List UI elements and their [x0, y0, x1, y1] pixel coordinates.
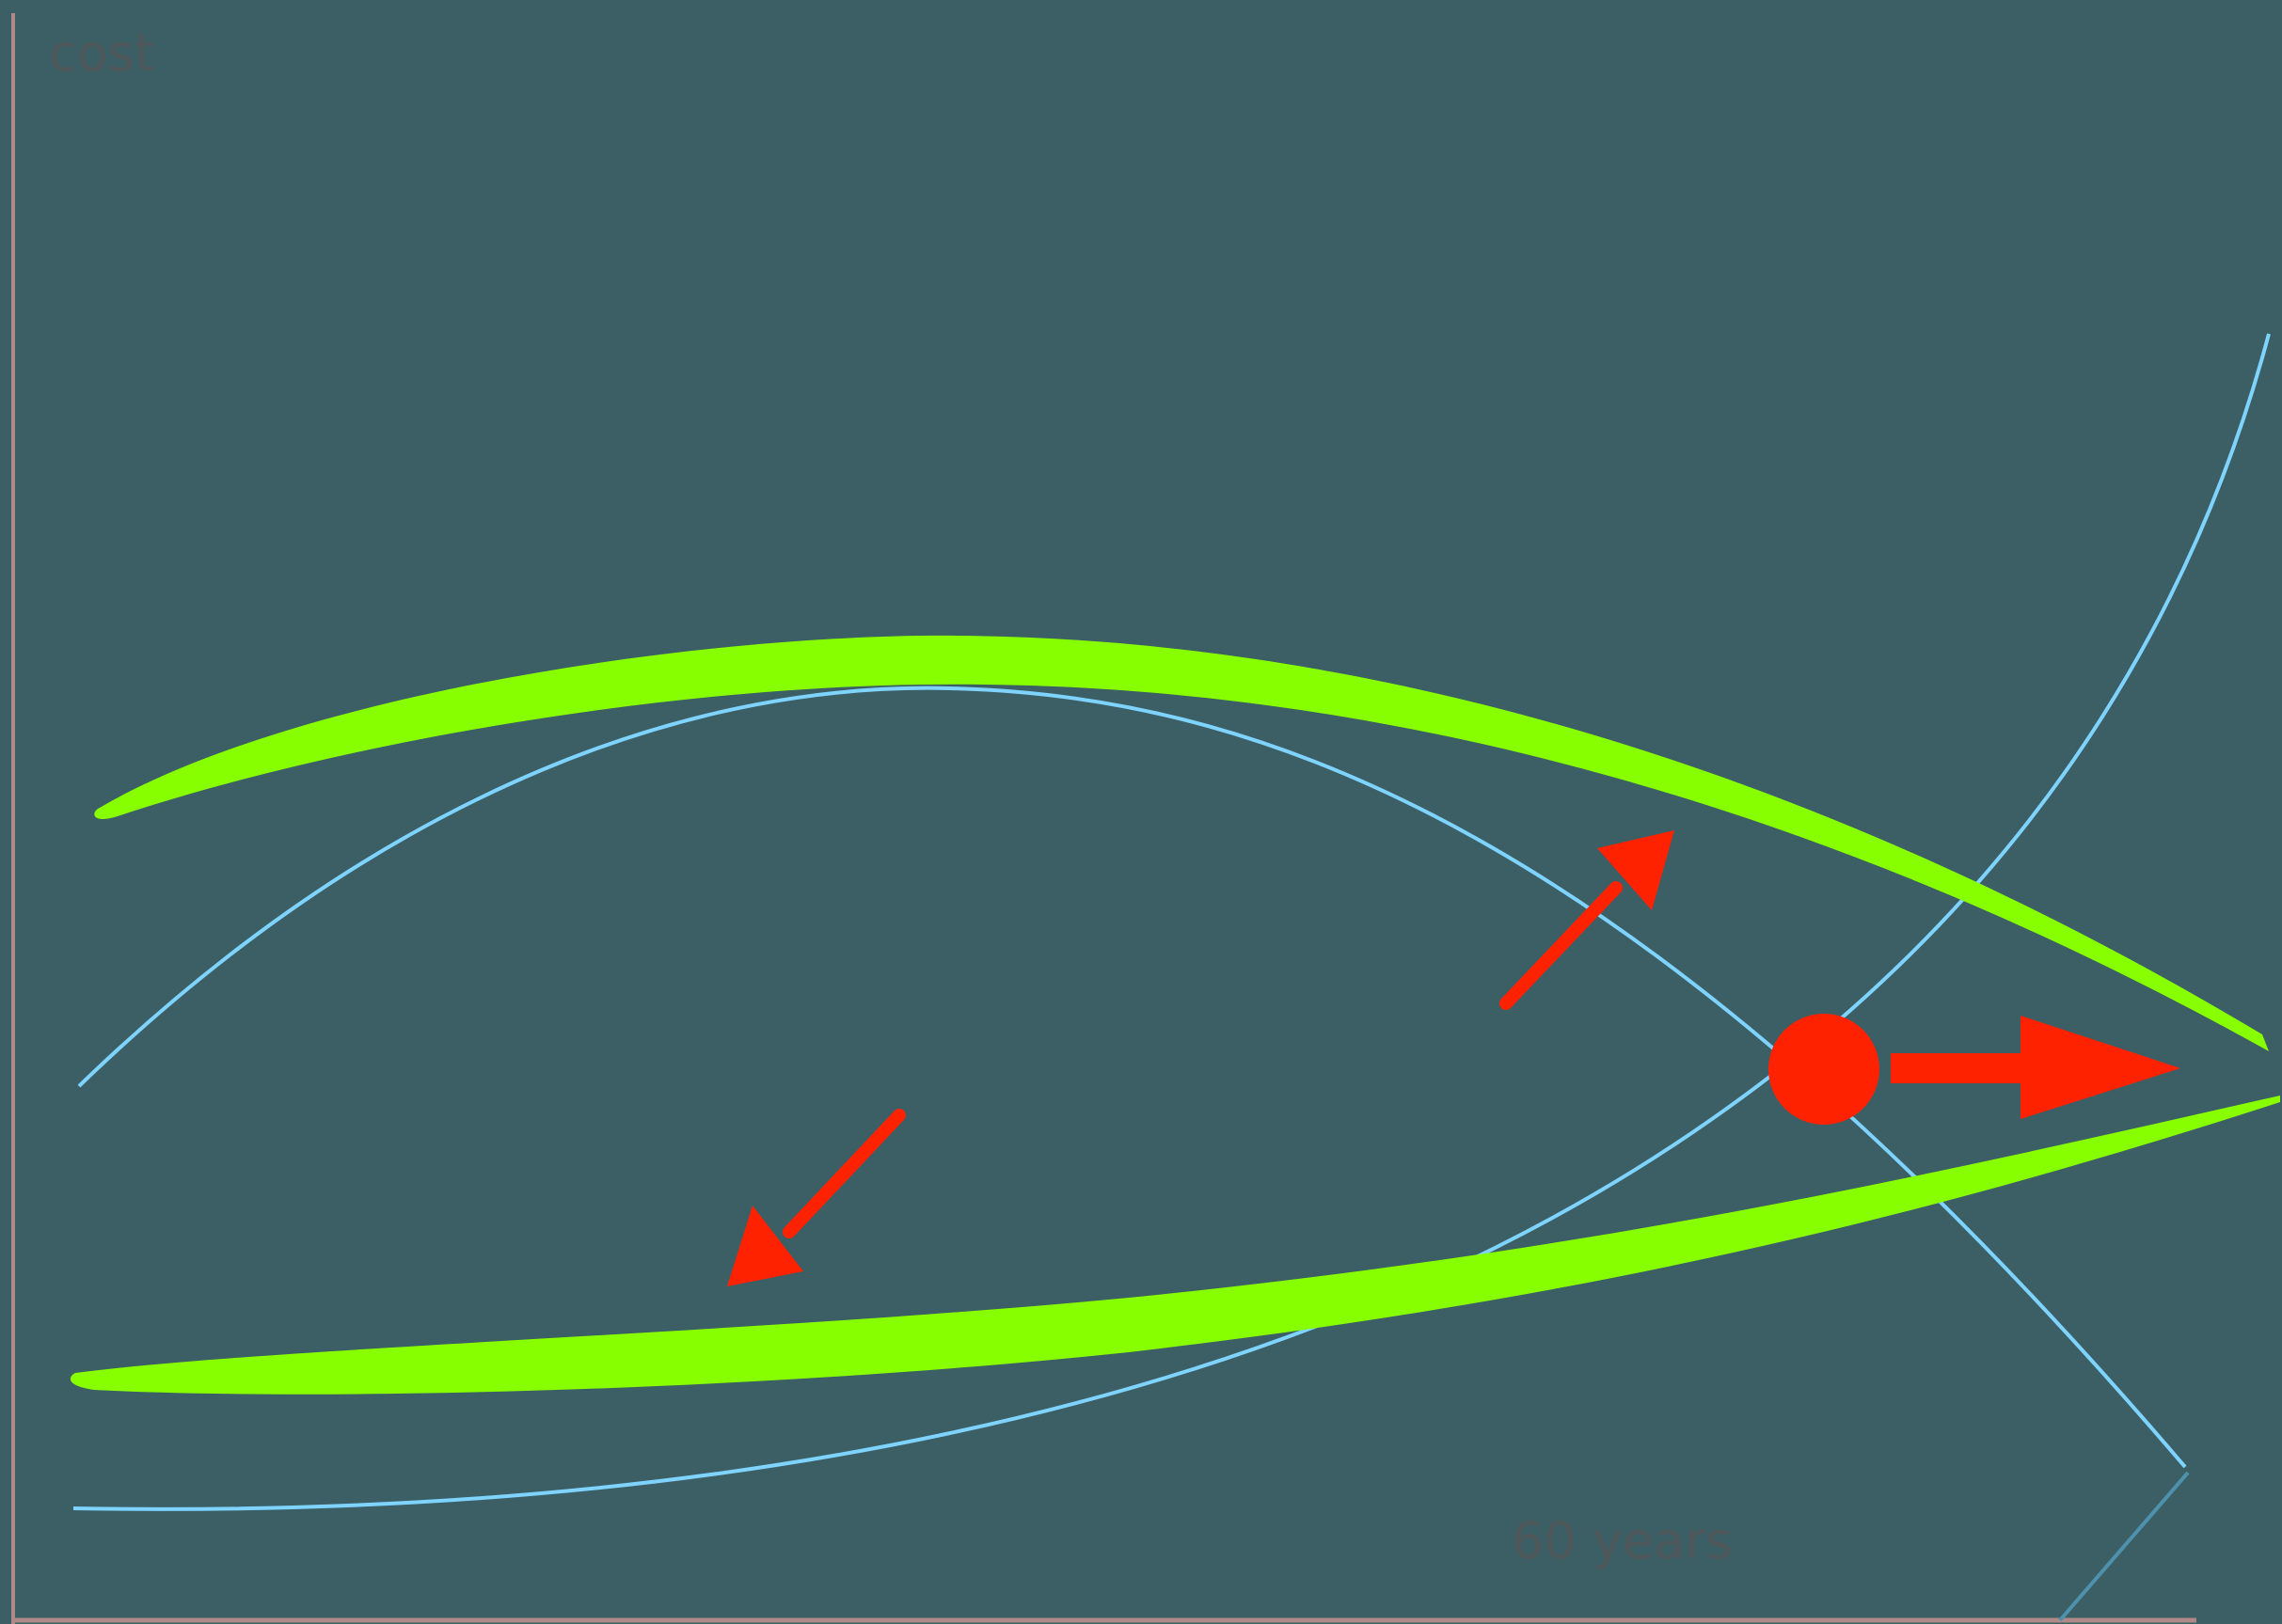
falling-cost-curve-tail [2058, 1471, 2190, 1622]
optimum-dot [1768, 1014, 1879, 1125]
y-axis-label: cost [49, 24, 155, 83]
shift-down-arrow [727, 1109, 906, 1286]
rising-cost-curve [72, 333, 2271, 1511]
x-axis-label: 60 years [1512, 1511, 1733, 1570]
shift-up-arrow [1499, 830, 1674, 1010]
shift-right-arrow [1891, 1016, 2180, 1119]
upper-uncertainty-band [94, 635, 2270, 1051]
total-cost-curve [77, 686, 2187, 1469]
lower-uncertainty-band [70, 1096, 2281, 1395]
